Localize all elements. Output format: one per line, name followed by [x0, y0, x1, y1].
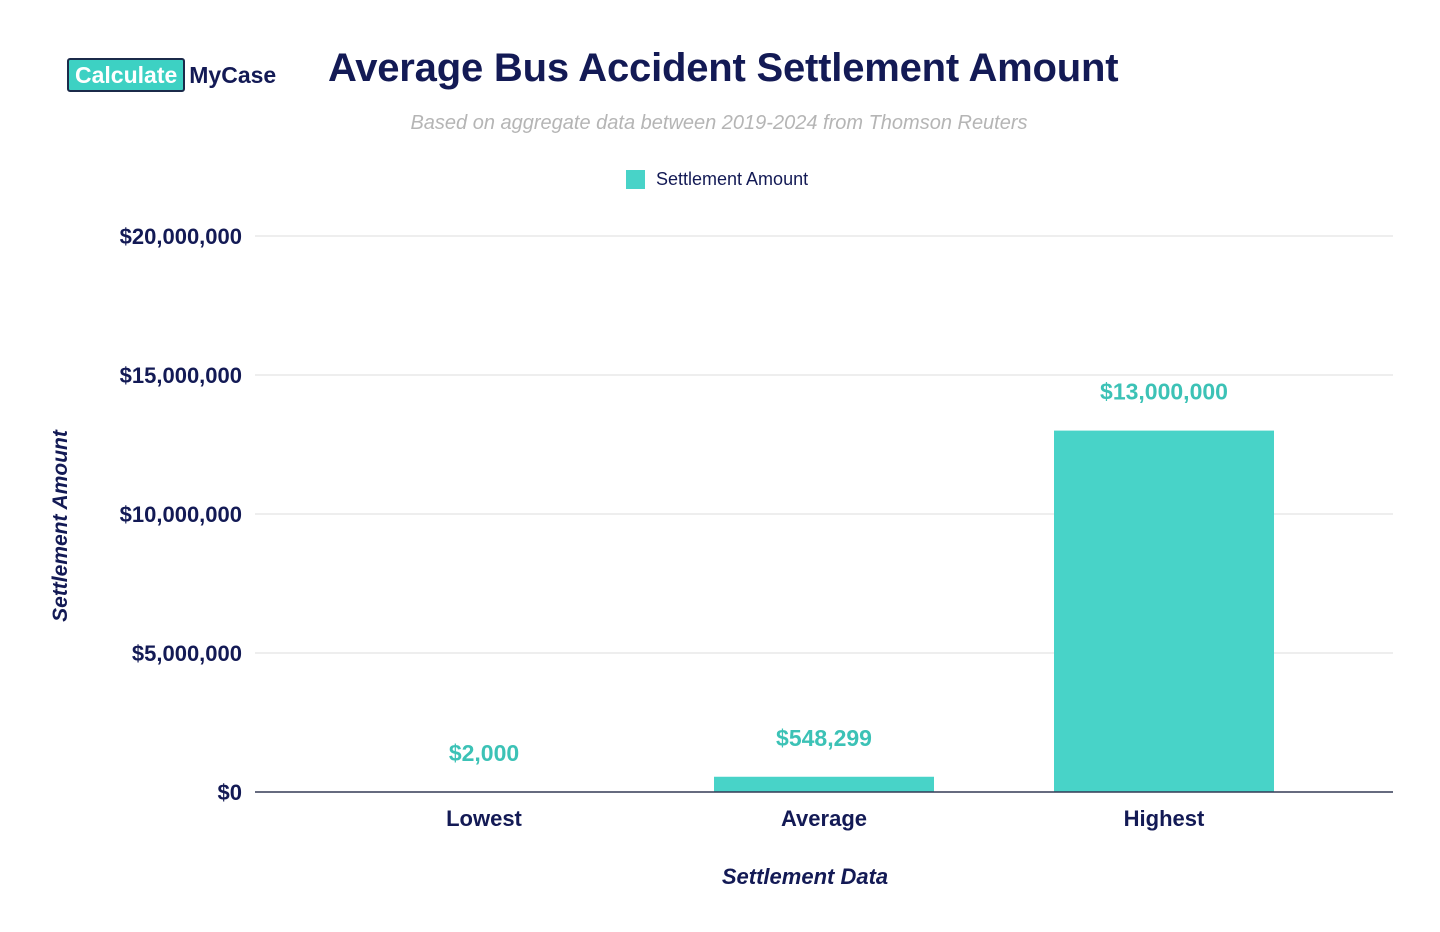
data-label: $2,000 [449, 740, 519, 766]
y-tick-label: $5,000,000 [132, 641, 242, 666]
chart-subtitle: Based on aggregate data between 2019-202… [0, 112, 1440, 135]
legend-swatch [626, 170, 645, 189]
y-tick-label: $20,000,000 [120, 224, 242, 249]
logo-mycase: MyCase [189, 61, 277, 88]
x-tick-label: Lowest [446, 806, 522, 831]
y-tick-label: $15,000,000 [120, 363, 242, 388]
legend: Settlement Amount [626, 169, 808, 190]
legend-label: Settlement Amount [656, 169, 809, 189]
logo-calculate: Calculate [67, 58, 186, 92]
y-tick-label: $0 [218, 780, 242, 805]
x-tick-label: Highest [1124, 806, 1205, 831]
x-tick-label: Average [781, 806, 867, 831]
x-axis-title: Settlement Data [721, 864, 889, 889]
data-label: $13,000,000 [1100, 379, 1228, 405]
bar [714, 776, 934, 792]
bar [1054, 430, 1274, 792]
y-tick-label: $10,000,000 [120, 502, 242, 527]
chart-subtitle-text: Based on aggregate data between 2019-202… [410, 112, 1028, 134]
logo: Calculate MyCase [67, 58, 276, 92]
chart-title: Average Bus Accident Settlement Amount [328, 46, 1119, 90]
data-label: $548,299 [776, 725, 872, 751]
